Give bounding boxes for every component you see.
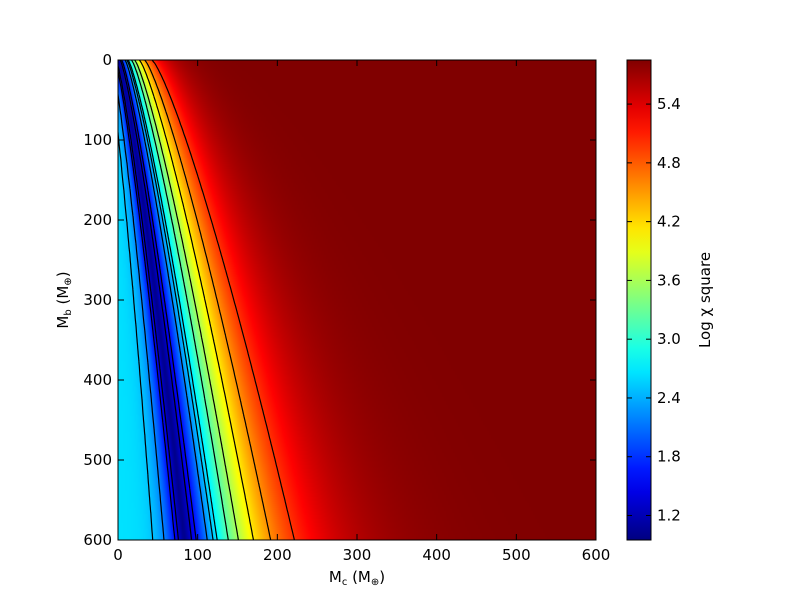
contour-line-6 [134,60,239,540]
x-tick-label: 600 [582,546,611,564]
y-tick-label: 100 [83,131,112,149]
colorbar-ticks: 1.2 1.8 2.4 3.0 3.6 4.2 4.8 5.4 [627,95,681,525]
contour-line-5 [131,60,229,540]
contour-line-9 [151,60,295,540]
colorbar-tick-label: 3.0 [657,330,681,348]
contour-line-7 [138,60,255,540]
colorbar-tick-label: 1.8 [657,448,681,466]
y-axis-ticks: 0 100 200 300 400 500 600 [83,51,596,549]
y-tick-label: 200 [83,211,112,229]
x-tick-label: 200 [263,546,292,564]
y-tick-label: 400 [83,371,112,389]
colorbar-tick-label: 4.2 [657,213,681,231]
colorbar-label: Log χ square [696,252,714,348]
contour-line-2 [118,60,193,540]
contour-lines [118,60,295,540]
contour-line-4 [127,60,218,540]
x-tick-label: 500 [502,546,531,564]
x-tick-label: 0 [113,546,123,564]
x-axis-label: Mc (M⊕) [329,568,385,588]
colorbar-tick-label: 3.6 [657,271,681,289]
colorbar: 1.2 1.8 2.4 3.0 3.6 4.2 4.8 5.4 Log χ square [626,59,714,541]
x-tick-label: 400 [422,546,451,564]
colorbar-tick-label: 5.4 [657,95,681,113]
y-tick-label: 600 [83,531,112,549]
contour-line-1 [118,60,197,540]
x-tick-label: 300 [343,546,372,564]
y-tick-label: 0 [102,51,112,69]
colorbar-frame [626,59,652,541]
heatmap-area [118,60,596,540]
colorbar-tick-label: 4.8 [657,154,681,172]
colorbar-tick-label: 2.4 [657,389,681,407]
x-axis-ticks: 0 100 200 300 400 500 600 [113,60,610,564]
heatmap-raster [118,60,596,540]
x-tick-label: 100 [183,546,212,564]
contour-line-3 [118,60,208,540]
colorbar-tick-label: 1.2 [657,507,681,525]
y-tick-label: 300 [83,291,112,309]
y-tick-label: 500 [83,451,112,469]
colorbar-gradient [627,60,651,540]
y-axis-label: Mb (M⊕) [54,271,74,328]
